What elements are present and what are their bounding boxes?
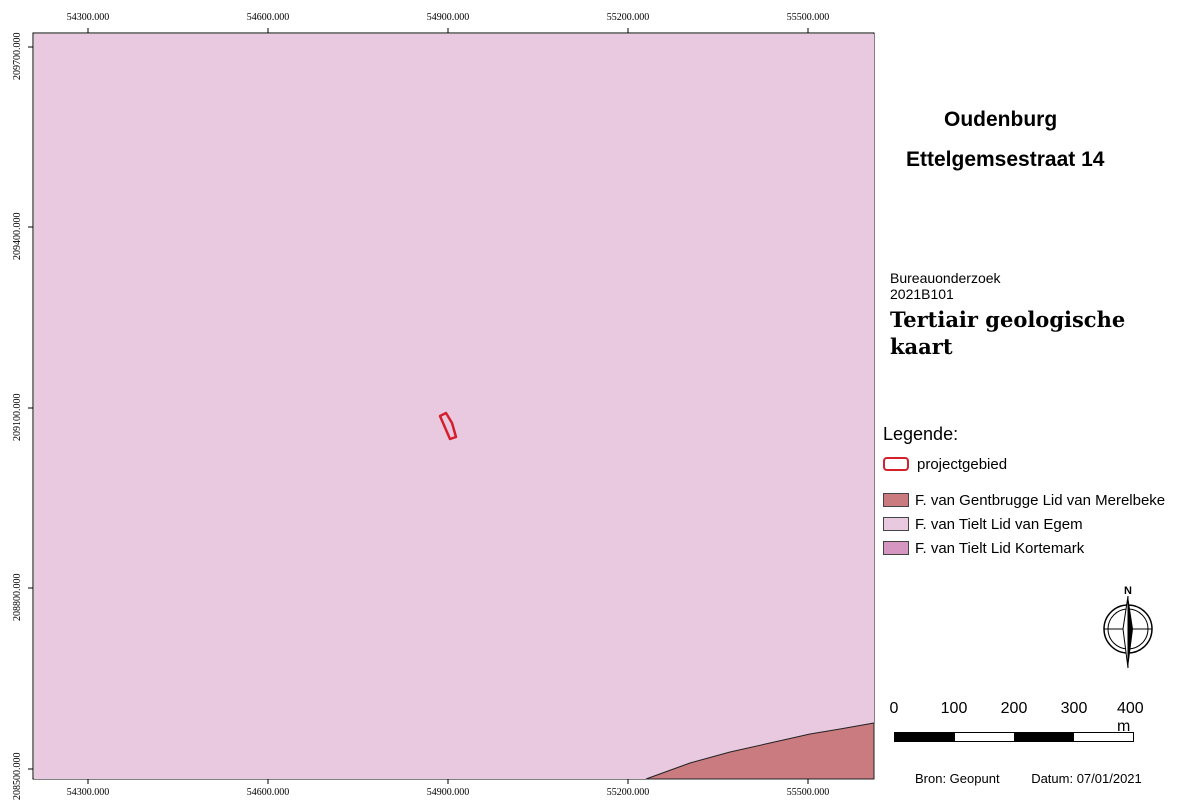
scale-label: 200 xyxy=(1000,700,1028,717)
study-code: 2021B101 xyxy=(890,286,954,302)
x-tick-bottom: 54900.000 xyxy=(426,787,470,798)
legend-item-merelbeke: F. van Gentbrugge Lid van Merelbeke xyxy=(883,491,1165,509)
y-tick-label: 208500.000 xyxy=(12,752,23,801)
north-arrow-icon: N xyxy=(1103,585,1153,669)
x-tick-top: 55200.000 xyxy=(606,12,650,23)
scale-label: 0 xyxy=(889,700,899,717)
legend-item-egem: F. van Tielt Lid van Egem xyxy=(883,515,1083,533)
y-tick-label: 209700.000 xyxy=(12,32,23,81)
date-text: Datum: 07/01/2021 xyxy=(1031,771,1142,786)
map-title-address: Ettelgemsestraat 14 xyxy=(906,148,1105,171)
scale-label: 300 xyxy=(1060,700,1088,717)
map-canvas[interactable] xyxy=(0,0,880,802)
y-tick-label: 209100.000 xyxy=(12,393,23,442)
x-tick-top: 54600.000 xyxy=(246,12,290,23)
legend-label: F. van Tielt Lid van Egem xyxy=(915,515,1083,533)
map-frame[interactable]: 54300.000 54600.000 54900.000 55200.000 … xyxy=(0,0,880,802)
north-label: N xyxy=(1124,585,1132,597)
x-tick-bottom: 55200.000 xyxy=(606,787,650,798)
x-tick-top: 54300.000 xyxy=(66,12,110,23)
scale-bar: 0 100 200 300 400 m xyxy=(880,700,1180,750)
footer: Bron: Geopunt Datum: 07/01/2021 xyxy=(915,771,1170,786)
map-type-title: Tertiair geologische kaart xyxy=(890,307,1126,359)
legend-label: F. van Gentbrugge Lid van Merelbeke xyxy=(915,491,1166,509)
kortemark-swatch xyxy=(883,541,909,555)
study-type: Bureauonderzoek xyxy=(890,270,1001,286)
x-tick-marks xyxy=(87,28,809,784)
project-area-polygon[interactable] xyxy=(438,411,458,441)
y-tick-marks xyxy=(28,46,33,770)
x-tick-top: 55500.000 xyxy=(786,12,830,23)
scale-label: 400 m xyxy=(1117,700,1144,735)
legend-title: Legende: xyxy=(883,424,959,444)
x-tick-bottom: 54300.000 xyxy=(66,787,110,798)
x-tick-bottom: 54600.000 xyxy=(246,787,290,798)
merelbeke-swatch xyxy=(883,493,909,507)
study-label: Bureauonderzoek 2021B101 xyxy=(890,270,1001,302)
legend-item-project: projectgebied xyxy=(883,455,1007,473)
x-tick-bottom: 55500.000 xyxy=(786,787,830,798)
legend-label: F. van Tielt Lid Kortemark xyxy=(915,539,1085,557)
unit-egem-area[interactable] xyxy=(34,34,874,779)
project-swatch xyxy=(883,457,909,471)
scale-track xyxy=(894,732,1134,742)
scale-label: 100 xyxy=(940,700,968,717)
legend-item-kortemark: F. van Tielt Lid Kortemark xyxy=(883,539,1084,557)
y-tick-label: 209400.000 xyxy=(12,212,23,261)
egem-swatch xyxy=(883,517,909,531)
unit-merelbeke-area[interactable] xyxy=(645,722,875,780)
x-tick-top: 54900.000 xyxy=(426,12,470,23)
y-tick-label: 208800.000 xyxy=(12,573,23,622)
map-title-place: Oudenburg xyxy=(944,108,1058,131)
source-text: Bron: Geopunt xyxy=(915,771,1000,786)
legend-label: projectgebied xyxy=(917,455,1008,473)
